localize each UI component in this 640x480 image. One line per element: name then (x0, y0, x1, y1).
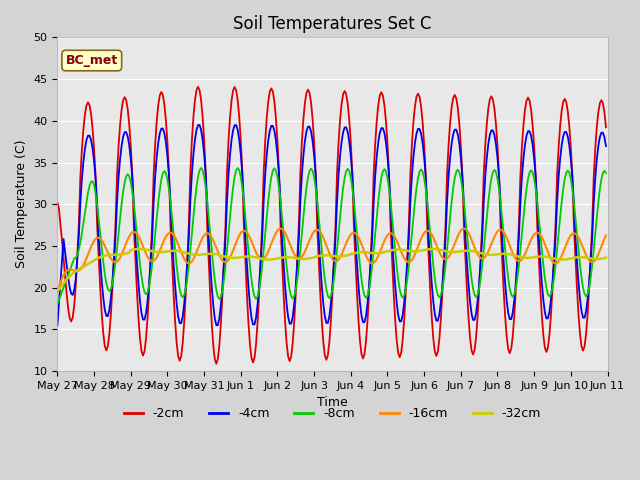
-32cm (54, 289, 61, 295)
-4cm (121, 129, 129, 135)
Line: -4cm: -4cm (58, 125, 606, 325)
-32cm (602, 255, 610, 261)
Line: -16cm: -16cm (58, 228, 606, 292)
-32cm (573, 254, 580, 260)
-16cm (244, 232, 252, 238)
-2cm (296, 169, 304, 175)
-8cm (295, 263, 303, 269)
-16cm (54, 289, 61, 295)
-32cm (136, 246, 144, 252)
-4cm (246, 302, 254, 308)
-16cm (236, 233, 243, 239)
-8cm (121, 180, 129, 185)
-8cm (602, 170, 610, 176)
Line: -8cm: -8cm (58, 168, 606, 304)
-4cm (602, 143, 610, 149)
-2cm (602, 124, 610, 130)
Y-axis label: Soil Temperature (C): Soil Temperature (C) (15, 140, 28, 268)
-32cm (121, 251, 129, 257)
-4cm (219, 284, 227, 289)
-2cm (54, 200, 61, 205)
-2cm (248, 355, 255, 361)
-16cm (573, 232, 580, 238)
-8cm (54, 301, 61, 307)
-2cm (194, 84, 202, 90)
-32cm (237, 254, 244, 260)
Line: -2cm: -2cm (58, 87, 606, 364)
-32cm (219, 253, 227, 259)
-8cm (246, 263, 254, 269)
Title: Soil Temperatures Set C: Soil Temperatures Set C (233, 15, 432, 33)
-8cm (197, 165, 205, 171)
-32cm (295, 256, 303, 262)
-2cm (121, 94, 129, 100)
-4cm (196, 122, 204, 128)
-32cm (246, 253, 254, 259)
-16cm (295, 256, 303, 262)
Line: -32cm: -32cm (58, 249, 606, 292)
-8cm (573, 230, 580, 236)
-8cm (219, 288, 227, 293)
-2cm (239, 169, 246, 175)
Legend: -2cm, -4cm, -8cm, -16cm, -32cm: -2cm, -4cm, -8cm, -16cm, -32cm (119, 402, 546, 425)
-2cm (575, 311, 582, 317)
-16cm (602, 233, 610, 239)
-4cm (54, 323, 61, 328)
-4cm (573, 258, 580, 264)
Text: BC_met: BC_met (66, 54, 118, 67)
-2cm (212, 361, 220, 367)
X-axis label: Time: Time (317, 396, 348, 409)
-16cm (276, 226, 284, 231)
-16cm (217, 255, 225, 261)
-4cm (237, 151, 244, 157)
-8cm (237, 174, 244, 180)
-16cm (121, 244, 129, 250)
-4cm (295, 235, 303, 241)
-2cm (220, 258, 228, 264)
